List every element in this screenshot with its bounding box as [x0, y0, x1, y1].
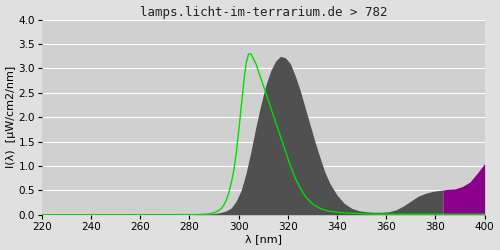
X-axis label: λ [nm]: λ [nm]: [245, 234, 282, 244]
Title: lamps.licht-im-terrarium.de > 782: lamps.licht-im-terrarium.de > 782: [140, 6, 387, 18]
Y-axis label: I(λ)  [μW/cm2/nm]: I(λ) [μW/cm2/nm]: [6, 66, 16, 168]
